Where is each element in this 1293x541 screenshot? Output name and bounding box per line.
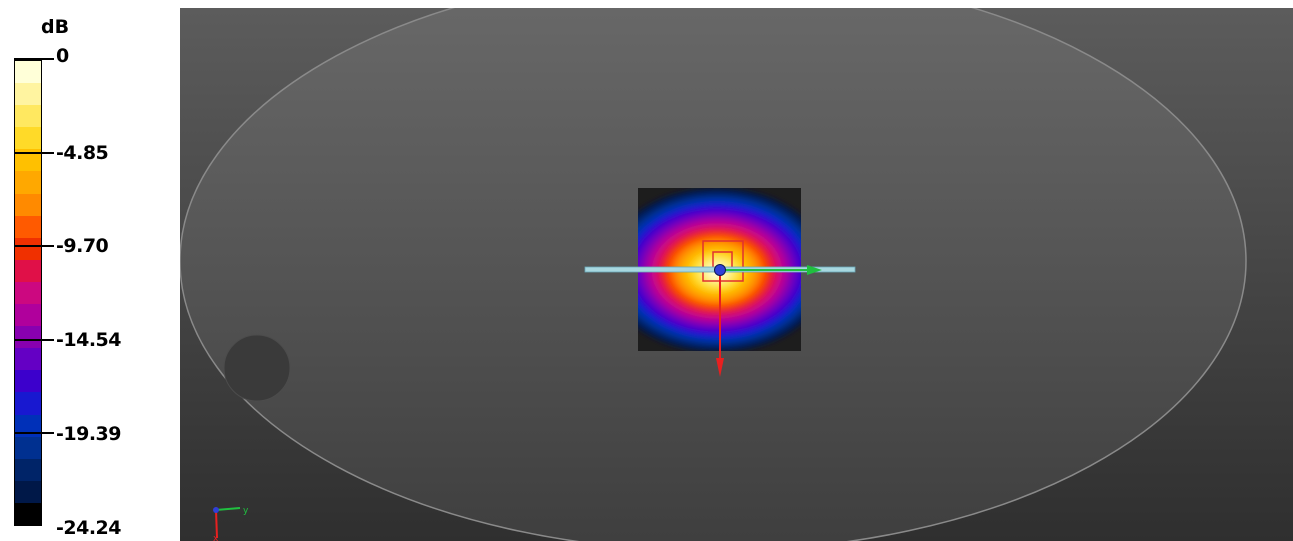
colorbar-swatch (15, 281, 41, 305)
colorbar-swatch (15, 458, 41, 482)
legend-tick-label: -14.54 (56, 329, 121, 351)
legend-tick-label: -19.39 (56, 423, 121, 445)
phantom-marker-circle (223, 334, 291, 402)
colorbar-swatch (15, 326, 41, 349)
triad-y-label: y (243, 506, 249, 516)
colorbar-swatch (15, 480, 41, 504)
colorbar-swatch (15, 304, 41, 327)
colorbar-swatch (15, 237, 41, 261)
y-axis-arrowhead (807, 265, 822, 275)
colorbar-swatch (15, 370, 41, 394)
triad-x-label: x (213, 534, 219, 541)
legend-tick-label: -4.85 (56, 142, 109, 164)
legend-tick-mark (14, 432, 54, 434)
legend-tick-label: -24.24 (56, 517, 121, 539)
colorbar-swatch (15, 149, 41, 173)
orientation-triad: y x (213, 506, 249, 541)
legend-tick-mark (14, 58, 54, 60)
colorbar-swatch (15, 348, 41, 371)
triad-x-axis (215, 509, 218, 539)
colorbar-swatch (15, 215, 41, 239)
scene-drawing: y x (180, 8, 1247, 541)
colorbar-swatch (15, 127, 41, 150)
legend-unit-label: dB (41, 16, 70, 38)
zoom-scan-outer (702, 240, 744, 282)
colorbar-swatch (15, 193, 41, 217)
legend-tick-label: -9.70 (56, 235, 109, 257)
colorbar-swatch (15, 105, 41, 128)
triad-y-axis (215, 507, 241, 511)
colorbar-swatch (15, 259, 41, 283)
colorbar-swatch (15, 392, 41, 416)
legend-tick-label: 0 (56, 45, 69, 67)
triad-origin (213, 507, 219, 513)
colorbar (14, 60, 42, 526)
colorbar-swatch (15, 83, 41, 106)
legend-tick-mark (14, 245, 54, 247)
colorbar-swatch (15, 414, 41, 438)
colorbar-swatch (15, 171, 41, 195)
x-axis-arrowhead (716, 358, 724, 377)
legend-tick-mark (14, 339, 54, 341)
colorbar-swatch (15, 502, 41, 525)
legend-tick-mark (14, 152, 54, 154)
color-scale-legend: dB 0 -4.85 -9.70 -14.54 -19.39 -24.24 (0, 0, 180, 541)
3d-viewport[interactable]: y x (180, 8, 1293, 541)
colorbar-swatch (15, 61, 41, 84)
origin-sphere (714, 264, 726, 276)
colorbar-swatch (15, 436, 41, 460)
